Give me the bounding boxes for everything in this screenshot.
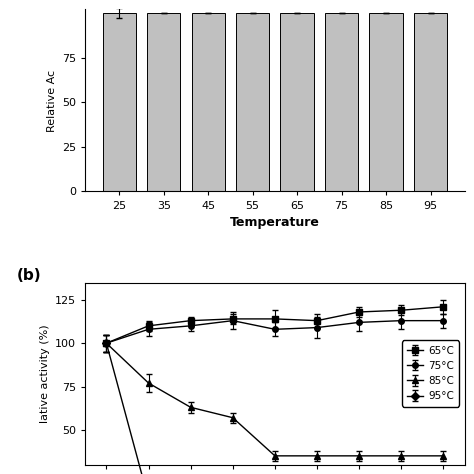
Bar: [191, 13, 225, 191]
Bar: [325, 13, 358, 191]
Text: (b): (b): [17, 268, 42, 283]
Bar: [236, 13, 269, 191]
Bar: [369, 13, 403, 191]
Bar: [147, 13, 181, 191]
Y-axis label: lative activity (%): lative activity (%): [40, 324, 50, 423]
Bar: [414, 13, 447, 191]
Bar: [281, 13, 314, 191]
Legend: 65°C, 75°C, 85°C, 95°C: 65°C, 75°C, 85°C, 95°C: [402, 340, 459, 407]
X-axis label: Temperature: Temperature: [230, 216, 320, 229]
Bar: [102, 13, 136, 191]
Y-axis label: Relative Ac: Relative Ac: [46, 69, 56, 132]
